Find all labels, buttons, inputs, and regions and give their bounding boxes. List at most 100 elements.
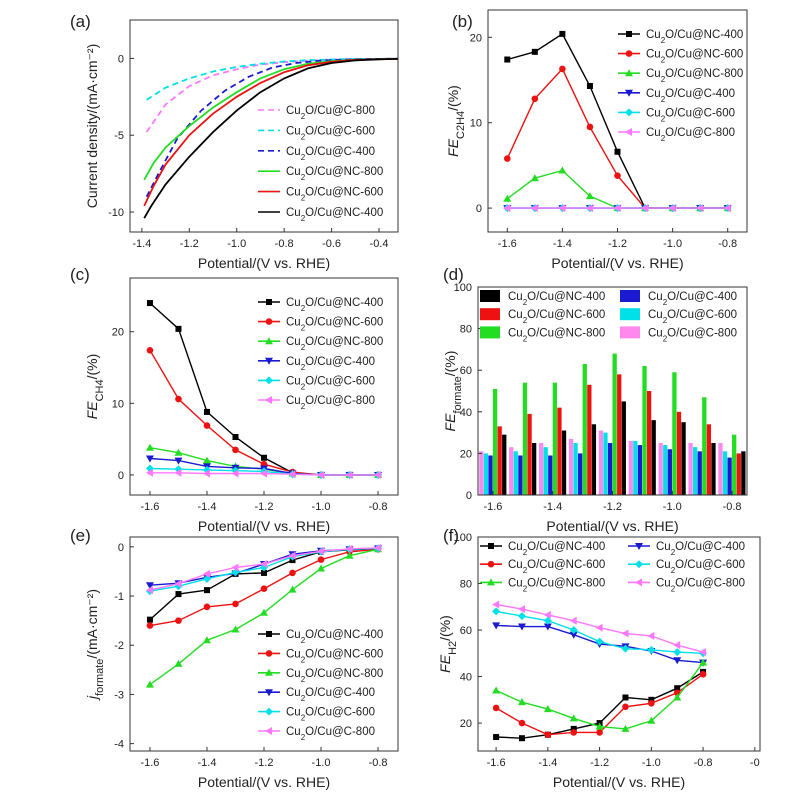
legend-entry: Cu2O/Cu@NC-800: [508, 327, 605, 343]
data-point: [374, 543, 382, 552]
legend-marker: [625, 69, 633, 77]
data-point: [673, 648, 682, 657]
data-point: [641, 204, 649, 213]
y-tick-label: 60: [460, 625, 472, 637]
x-tick-label: -1.4: [197, 757, 216, 769]
x-axis-title: Potential/(V vs. RHE): [198, 518, 330, 534]
legend-marker: [265, 668, 273, 676]
x-axis-title: Potential/(V vs. RHE): [553, 774, 685, 790]
x-tick-label: -0.6: [322, 238, 341, 250]
legend-marker: [626, 31, 632, 37]
series-line: [495, 662, 704, 730]
data-point: [503, 155, 511, 162]
data-point: [621, 629, 629, 638]
data-point: [145, 468, 153, 477]
x-tick-label: -0.8: [369, 501, 388, 513]
data-point: [175, 617, 182, 624]
data-point: [558, 204, 566, 213]
legend-marker: [625, 89, 633, 97]
x-tick-label: -1.6: [498, 238, 517, 250]
bar: [522, 382, 528, 495]
data-point: [260, 469, 267, 478]
x-tick-label: -0.4: [370, 238, 389, 250]
x-tick-label: -1.0: [642, 757, 661, 769]
data-point: [668, 204, 676, 213]
legend-entry: Cu2O/Cu@NC-800: [646, 68, 743, 84]
x-axis-title: Potential/(V vs. RHE): [198, 774, 330, 790]
legend-entry: Cu2O/Cu@C-600: [656, 559, 745, 575]
panel-d-label: (d): [443, 265, 464, 284]
legend-marker: [625, 50, 633, 57]
legend-entry: Cu2O/Cu@NC-400: [286, 207, 383, 223]
legend-entry: Cu2O/Cu@NC-600: [286, 187, 383, 203]
legend-entry: Cu2O/Cu@NC-400: [286, 297, 383, 313]
x-tick-label: -0.8: [275, 238, 294, 250]
data-point: [614, 148, 621, 155]
data-point: [503, 194, 512, 202]
data-point: [570, 725, 577, 732]
series-line: [145, 57, 399, 133]
data-point: [232, 600, 239, 608]
x-tick-label: -1.2: [255, 501, 274, 513]
data-point: [374, 470, 382, 479]
data-point: [492, 704, 500, 712]
data-point: [531, 95, 539, 103]
bar: [591, 424, 597, 495]
data-point: [518, 735, 525, 742]
legend-entry: Cu2O/Cu@C-800: [648, 327, 737, 343]
data-point: [175, 325, 182, 332]
data-point: [699, 648, 707, 657]
data-point: [289, 569, 296, 577]
bar: [582, 363, 587, 495]
legend-entry: Cu2O/Cu@C-800: [286, 726, 375, 742]
data-point: [203, 587, 210, 594]
legend-entry: Cu2O/Cu@C-600: [648, 309, 737, 325]
legend-entry: Cu2O/Cu@NC-400: [508, 541, 605, 557]
data-point: [492, 686, 501, 694]
data-point: [543, 610, 551, 619]
bar: [518, 455, 523, 495]
y-tick-label: 60: [460, 365, 472, 377]
data-point: [647, 631, 655, 640]
legend-entry: Cu2O/Cu@C-800: [286, 105, 375, 121]
data-point: [261, 569, 267, 576]
data-point: [203, 422, 211, 429]
data-point: [202, 569, 210, 578]
bar: [587, 384, 592, 495]
data-point: [288, 585, 297, 593]
data-point: [569, 626, 578, 635]
data-point: [674, 685, 681, 692]
legend-entry: Cu2O/Cu@C-400: [656, 541, 745, 557]
data-point: [317, 470, 325, 479]
legend-swatch: [620, 290, 640, 302]
legend-entry: Cu2O/Cu@NC-600: [646, 49, 743, 65]
data-point: [202, 636, 211, 644]
data-point: [145, 582, 154, 590]
data-point: [231, 625, 240, 633]
bar: [741, 451, 746, 495]
bar: [722, 451, 728, 495]
panel-a: (a) -1.4 -1.2 -1.0 -0.8 -0.6 -0.4 -10 -5 0 Potenti…: [70, 12, 399, 271]
data-point: [504, 56, 511, 63]
legend-marker: [625, 108, 633, 117]
y-tick-label: -3: [114, 689, 124, 701]
bar: [711, 443, 716, 495]
bar: [702, 397, 707, 495]
data-point: [543, 705, 552, 713]
data-point: [558, 166, 567, 174]
legend-marker: [488, 543, 494, 549]
legend-marker: [635, 578, 642, 587]
legend-entry: Cu2O/Cu@C-600: [646, 107, 735, 123]
legend-marker: [266, 299, 272, 305]
data-point: [345, 470, 353, 479]
series-line: [149, 302, 378, 476]
x-tick-label: -0: [750, 757, 760, 769]
x-tick-label: -1.6: [140, 757, 159, 769]
bar: [513, 451, 518, 495]
y-tick-label: 100: [454, 282, 472, 294]
data-point: [673, 657, 682, 665]
data-point: [492, 607, 501, 616]
panel-a-label: (a): [70, 12, 91, 31]
y-tick-label: 0: [118, 542, 124, 554]
